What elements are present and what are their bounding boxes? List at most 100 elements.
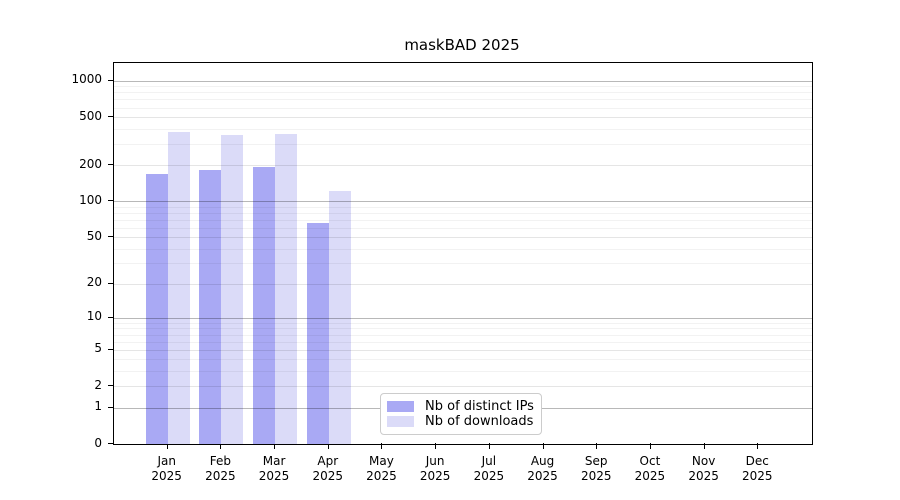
gridline-7 <box>114 334 812 336</box>
x-tick-label-mar: Mar 2025 <box>244 454 304 484</box>
y-tick-1 <box>108 406 114 408</box>
x-tick-year: 2025 <box>151 469 182 483</box>
gridline-40 <box>114 248 812 250</box>
bar-downloads-mar <box>275 134 298 444</box>
y-tick-label-200: 200 <box>79 156 102 171</box>
y-tick-label-1: 1 <box>94 399 102 414</box>
gridline-200 <box>114 165 812 167</box>
gridline-1000 <box>114 80 812 82</box>
gridline-300 <box>114 143 812 145</box>
x-tick-year: 2025 <box>419 469 451 483</box>
x-tick-sep <box>596 443 598 449</box>
x-tick-aug <box>542 443 544 449</box>
gridline-600 <box>114 107 812 109</box>
x-tick-label-oct: Oct 2025 <box>620 454 680 484</box>
x-tick-month: Feb <box>209 454 231 468</box>
y-tick-label-50: 50 <box>86 228 102 243</box>
gridline-4 <box>114 359 812 361</box>
y-tick-label-5: 5 <box>94 341 102 356</box>
chart-title: maskBAD 2025 <box>404 36 520 54</box>
gridline-90 <box>114 206 812 208</box>
x-tick-label-sep: Sep 2025 <box>566 454 626 484</box>
gridline-5 <box>114 349 812 351</box>
x-tick-month: Aug <box>530 454 555 468</box>
x-tick-label-jul: Jul 2025 <box>459 454 519 484</box>
y-tick-20 <box>108 282 114 284</box>
y-tick-label-500: 500 <box>79 108 102 123</box>
bar-distinct-ips-feb <box>199 170 222 444</box>
y-tick-500 <box>108 116 114 118</box>
x-tick-year: 2025 <box>205 469 236 483</box>
x-tick-year: 2025 <box>366 469 397 483</box>
gridline-70 <box>114 219 812 221</box>
y-tick-200 <box>108 164 114 166</box>
x-tick-year: 2025 <box>473 469 505 483</box>
legend-label-distinct-ips: Nb of distinct IPs <box>425 399 534 414</box>
legend-label-downloads: Nb of downloads <box>425 414 534 429</box>
x-tick-oct <box>649 443 651 449</box>
x-tick-mar <box>274 443 276 449</box>
x-tick-jan <box>166 443 168 449</box>
distinct-ips-swatch <box>387 401 414 412</box>
y-tick-label-2: 2 <box>94 377 102 392</box>
gridline-500 <box>114 117 812 119</box>
bar-distinct-ips-jan <box>145 173 168 444</box>
gridline-8 <box>114 328 812 330</box>
gridline-100 <box>114 201 812 203</box>
y-tick-label-10: 10 <box>86 309 102 324</box>
x-tick-year: 2025 <box>688 469 719 483</box>
y-axis: 0 1 2 5 10 20 50 100 200 500 1000 <box>0 62 114 450</box>
x-tick-label-dec: Dec 2025 <box>727 454 787 484</box>
y-tick-2 <box>108 385 114 387</box>
bar-downloads-feb <box>221 134 244 444</box>
x-tick-month: Dec <box>745 454 769 468</box>
y-tick-0 <box>108 443 114 444</box>
bar-downloads-jan <box>167 132 190 444</box>
x-tick-month: Jul <box>481 454 497 468</box>
gridline-3 <box>114 371 812 373</box>
gridline-9 <box>114 322 812 324</box>
x-tick-month: Jan <box>157 454 176 468</box>
x-tick-year: 2025 <box>742 469 773 483</box>
gridline-400 <box>114 128 812 130</box>
x-tick-jul <box>488 443 490 449</box>
gridline-80 <box>114 212 812 214</box>
x-tick-month: Mar <box>262 454 286 468</box>
x-tick-year: 2025 <box>312 469 344 483</box>
y-tick-10 <box>108 316 114 318</box>
downloads-swatch <box>387 416 414 427</box>
x-axis: Jan 2025 Feb 2025 Mar 2025 Apr 2025 May 2025 Jun 20… <box>113 443 811 500</box>
bars-layer <box>114 63 812 444</box>
x-tick-dec <box>757 443 759 449</box>
y-tick-label-0: 0 <box>94 435 102 450</box>
x-tick-feb <box>220 443 222 449</box>
legend-item-downloads: Nb of downloads <box>387 414 533 429</box>
bar-distinct-ips-mar <box>253 167 276 444</box>
y-tick-1000 <box>108 79 114 81</box>
x-tick-year: 2025 <box>634 469 666 483</box>
gridline-2 <box>114 386 812 388</box>
y-tick-100 <box>108 200 114 202</box>
x-tick-label-feb: Feb 2025 <box>190 454 250 484</box>
x-tick-month: May <box>369 454 394 468</box>
x-tick-year: 2025 <box>527 469 558 483</box>
x-tick-jun <box>435 443 437 449</box>
gridline-800 <box>114 92 812 94</box>
legend-item-distinct-ips: Nb of distinct IPs <box>387 399 534 414</box>
x-tick-month: Nov <box>691 454 716 468</box>
x-tick-year: 2025 <box>580 469 612 483</box>
gridline-50 <box>114 237 812 239</box>
x-tick-apr <box>327 443 329 449</box>
x-tick-month: Jun <box>425 454 445 468</box>
y-tick-label-20: 20 <box>86 275 102 290</box>
legend: Nb of distinct IPs Nb of downloads <box>380 393 542 435</box>
x-tick-month: Oct <box>639 454 661 468</box>
bar-distinct-ips-apr <box>306 222 329 444</box>
bar-downloads-apr <box>328 190 351 444</box>
grid-layer <box>114 63 812 444</box>
x-tick-nov <box>703 443 705 449</box>
x-tick-month: Apr <box>317 454 339 468</box>
gridline-30 <box>114 263 812 265</box>
gridline-20 <box>114 283 812 285</box>
x-tick-label-nov: Nov 2025 <box>674 454 734 484</box>
